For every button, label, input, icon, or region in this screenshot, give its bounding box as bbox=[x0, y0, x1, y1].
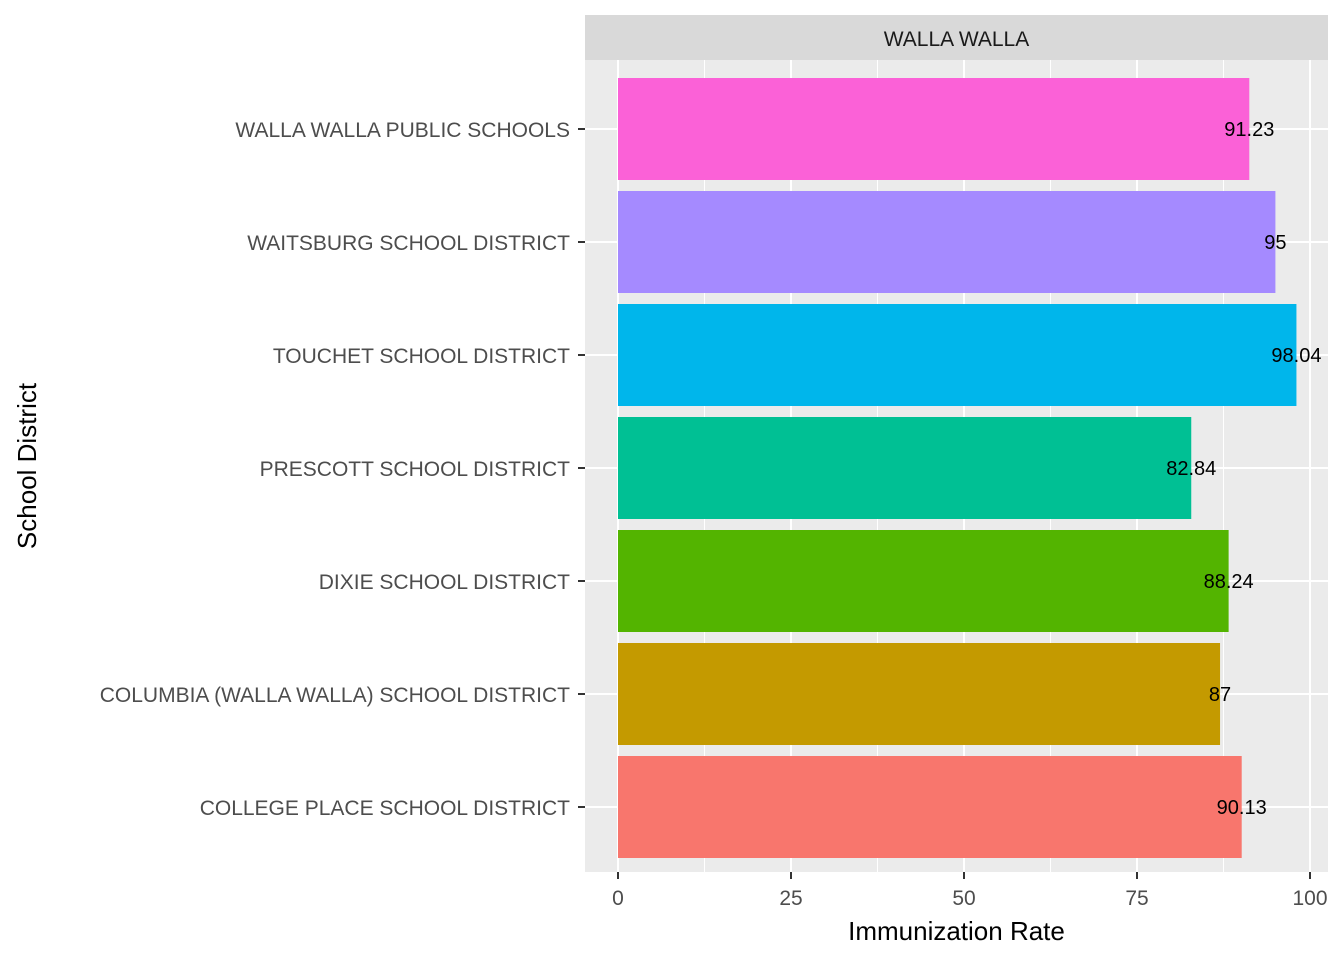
facet-strip bbox=[585, 15, 1328, 60]
y-tick-label: COLLEGE PLACE SCHOOL DISTRICT bbox=[200, 797, 570, 820]
bar-value-label: 87 bbox=[1209, 684, 1231, 706]
y-axis: COLLEGE PLACE SCHOOL DISTRICT COLUMBIA (W… bbox=[100, 119, 585, 820]
y-axis-title: School District bbox=[12, 382, 42, 549]
x-tick-label: 25 bbox=[779, 887, 802, 910]
x-axis-title: Immunization Rate bbox=[848, 916, 1065, 946]
bar-value-label: 95 bbox=[1264, 232, 1286, 254]
x-tick-label: 50 bbox=[952, 887, 975, 910]
bar bbox=[618, 304, 1297, 406]
bar-value-label: 91.23 bbox=[1224, 119, 1274, 141]
bar bbox=[618, 643, 1221, 745]
y-tick-label: TOUCHET SCHOOL DISTRICT bbox=[273, 345, 570, 368]
value-labels: 90.13 87 88.24 82.84 98.04 95 91.23 bbox=[1166, 119, 1321, 819]
x-tick-label: 100 bbox=[1292, 887, 1327, 910]
y-tick-label: COLUMBIA (WALLA WALLA) SCHOOL DISTRICT bbox=[100, 684, 570, 707]
bar-value-label: 82.84 bbox=[1166, 458, 1216, 480]
x-axis: 0 25 50 75 100 bbox=[612, 872, 1328, 910]
bar-value-label: 90.13 bbox=[1217, 797, 1267, 819]
bar bbox=[618, 530, 1229, 632]
bar-value-label: 88.24 bbox=[1204, 571, 1254, 593]
facet-strip-label: WALLA WALLA bbox=[884, 28, 1030, 51]
bar-value-label: 98.04 bbox=[1271, 345, 1321, 367]
x-tick-label: 0 bbox=[612, 887, 624, 910]
bar bbox=[618, 78, 1250, 180]
bar bbox=[618, 756, 1242, 858]
bar bbox=[618, 191, 1276, 293]
y-tick-label: WALLA WALLA PUBLIC SCHOOLS bbox=[235, 119, 570, 142]
bars bbox=[618, 78, 1297, 858]
y-tick-label: WAITSBURG SCHOOL DISTRICT bbox=[247, 232, 570, 255]
x-tick-label: 75 bbox=[1125, 887, 1148, 910]
y-tick-label: DIXIE SCHOOL DISTRICT bbox=[319, 571, 570, 594]
y-tick-label: PRESCOTT SCHOOL DISTRICT bbox=[260, 458, 571, 481]
bar bbox=[618, 417, 1192, 519]
